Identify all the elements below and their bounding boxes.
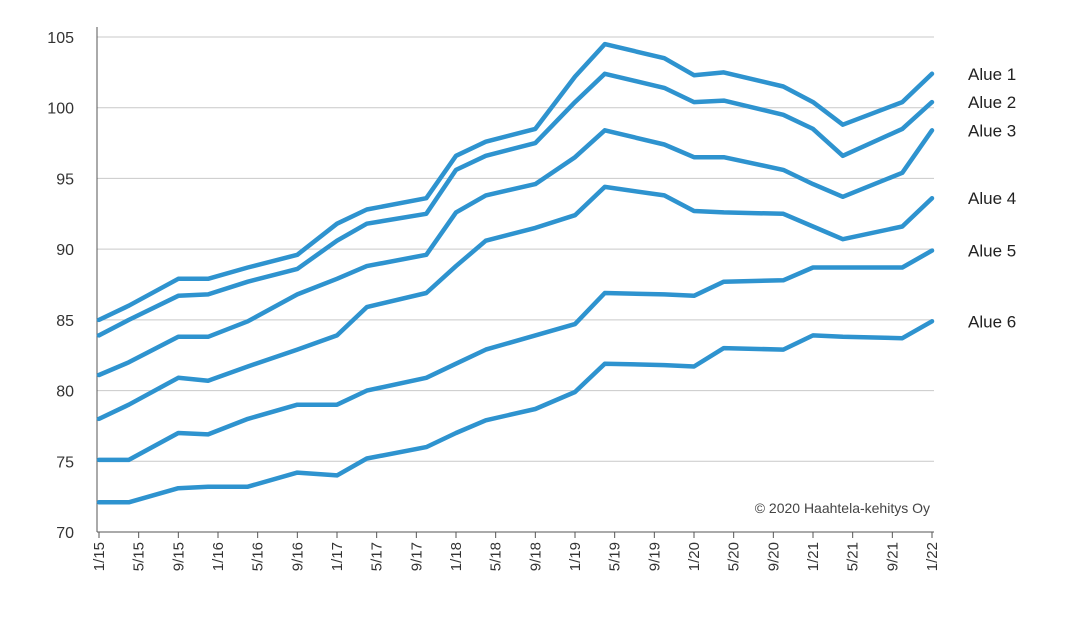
x-tick-label: 5/15 [131,542,148,571]
x-tick-label: 5/18 [488,542,505,571]
x-tick-label: 9/17 [408,542,425,571]
y-tick-label: 95 [56,171,74,188]
y-tick-label: 75 [56,454,74,471]
x-tick-label: 1/20 [686,542,703,571]
x-tick-label: 1/15 [91,542,108,571]
series-label: Alue 6 [968,312,1016,331]
x-tick-label: 9/16 [289,542,306,571]
x-tick-label: 1/16 [210,542,227,571]
series-line-alue-3 [96,128,935,378]
x-tick-label: 5/16 [250,542,267,571]
axes [96,27,934,538]
x-tick-label: 9/15 [170,542,187,571]
series-label: Alue 3 [968,121,1016,140]
y-tick-label: 105 [47,30,74,47]
series-labels: Alue 1 Alue 2 Alue 3 Alue 4 Alue 5 Alue 6 [968,65,1016,331]
grid-lines [97,36,934,462]
x-tick-label: 1/19 [567,542,584,571]
series-line-alue-1 [96,41,935,323]
series-label: Alue 1 [968,65,1016,84]
x-tick-label: 9/20 [765,542,782,571]
y-tick-labels: 70 75 80 85 90 95 100 105 [47,30,74,542]
series-label: Alue 5 [968,242,1016,261]
x-tick-label: 5/20 [726,542,743,571]
copyright-note: © 2020 Haahtela-kehitys Oy [755,500,930,516]
x-tick-label: 5/21 [845,542,862,571]
y-tick-label: 80 [56,384,74,401]
x-tick-label: 1/17 [329,542,346,571]
series-line-alue-6 [96,319,935,505]
y-tick-label: 100 [47,101,74,118]
y-tick-label: 90 [56,242,74,259]
series-lines [96,41,935,505]
series-line-alue-4 [96,184,935,422]
x-tick-label: 1/21 [805,542,822,571]
series-label: Alue 2 [968,93,1016,112]
x-tick-label: 1/18 [448,542,465,571]
x-tick-label: 1/22 [924,542,941,571]
x-tick-label: 9/18 [527,542,544,571]
y-tick-label: 70 [56,525,74,542]
x-tick-labels: 1/15 5/15 9/15 1/16 5/16 9/16 1/17 5/17 9/17 1/18… [91,542,941,571]
series-line-alue-2 [96,71,935,338]
x-tick-label: 9/21 [884,542,901,571]
series-label: Alue 4 [968,189,1016,208]
x-tick-label: 5/19 [607,542,624,571]
series-line-alue-5 [96,248,935,463]
y-tick-label: 85 [56,313,74,330]
x-tick-label: 9/19 [646,542,663,571]
x-tick-label: 5/17 [369,542,386,571]
